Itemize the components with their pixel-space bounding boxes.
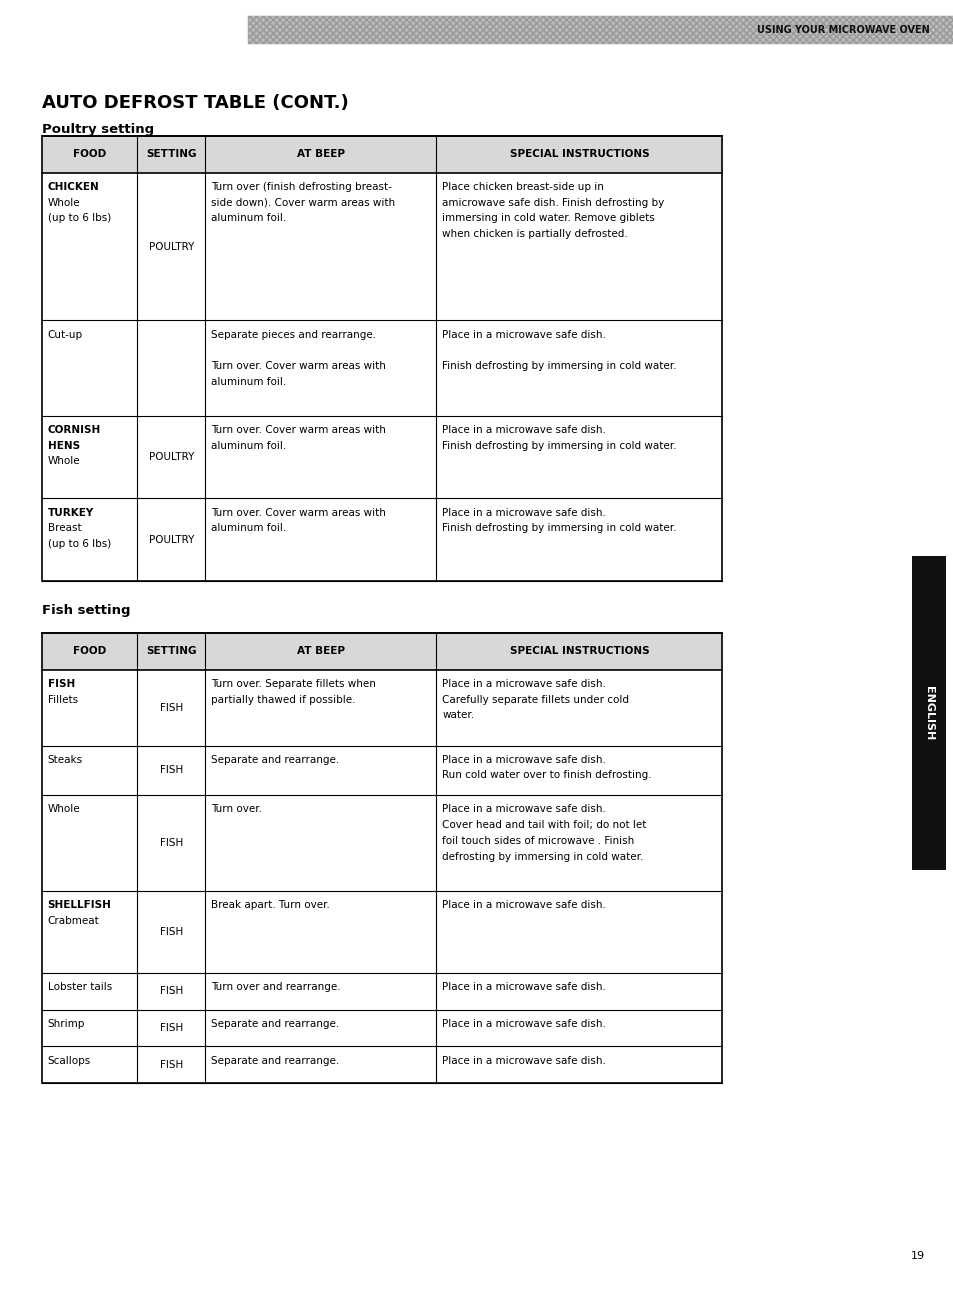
Bar: [42, 633, 721, 670]
Text: POULTRY: POULTRY: [149, 453, 193, 462]
Bar: [42, 633, 721, 1083]
Text: defrosting by immersing in cold water.: defrosting by immersing in cold water.: [442, 852, 643, 862]
Text: amicrowave safe dish. Finish defrosting by: amicrowave safe dish. Finish defrosting …: [442, 198, 664, 208]
Text: SPECIAL INSTRUCTIONS: SPECIAL INSTRUCTIONS: [509, 646, 648, 657]
Text: SPECIAL INSTRUCTIONS: SPECIAL INSTRUCTIONS: [509, 149, 648, 160]
Text: Shrimp: Shrimp: [48, 1019, 85, 1029]
Text: Steaks: Steaks: [48, 755, 83, 765]
Text: Place in a microwave safe dish.: Place in a microwave safe dish.: [442, 900, 605, 910]
Text: Turn over. Separate fillets when: Turn over. Separate fillets when: [211, 679, 375, 689]
Text: Separate and rearrange.: Separate and rearrange.: [211, 1056, 339, 1066]
Text: FISH: FISH: [159, 1059, 183, 1070]
Text: Break apart. Turn over.: Break apart. Turn over.: [211, 900, 330, 910]
Text: POULTRY: POULTRY: [149, 535, 193, 544]
Text: Place in a microwave safe dish.: Place in a microwave safe dish.: [442, 330, 605, 340]
Text: Turn over (finish defrosting breast-: Turn over (finish defrosting breast-: [211, 182, 392, 192]
Text: Turn over.: Turn over.: [211, 804, 262, 815]
Text: USING YOUR MICROWAVE OVEN: USING YOUR MICROWAVE OVEN: [757, 25, 929, 35]
Text: Place in a microwave safe dish.: Place in a microwave safe dish.: [442, 755, 605, 765]
Text: Place in a microwave safe dish.: Place in a microwave safe dish.: [442, 425, 605, 436]
Text: AT BEEP: AT BEEP: [296, 149, 344, 160]
Text: Place in a microwave safe dish.: Place in a microwave safe dish.: [442, 1056, 605, 1066]
Text: FISH: FISH: [159, 765, 183, 776]
Text: FISH: FISH: [48, 679, 75, 689]
Text: Place in a microwave safe dish.: Place in a microwave safe dish.: [442, 804, 605, 815]
Text: Finish defrosting by immersing in cold water.: Finish defrosting by immersing in cold w…: [442, 361, 676, 371]
Text: Separate and rearrange.: Separate and rearrange.: [211, 1019, 339, 1029]
Text: FOOD: FOOD: [72, 149, 106, 160]
Text: SHELLFISH: SHELLFISH: [48, 900, 112, 910]
Text: Separate pieces and rearrange.: Separate pieces and rearrange.: [211, 330, 375, 340]
Text: when chicken is partially defrosted.: when chicken is partially defrosted.: [442, 229, 627, 239]
Text: foil touch sides of microwave . Finish: foil touch sides of microwave . Finish: [442, 836, 634, 846]
Text: Place in a microwave safe dish.: Place in a microwave safe dish.: [442, 982, 605, 993]
Text: FISH: FISH: [159, 838, 183, 848]
Text: Place in a microwave safe dish.: Place in a microwave safe dish.: [442, 508, 605, 518]
Text: HENS: HENS: [48, 441, 80, 451]
Text: Crabmeat: Crabmeat: [48, 916, 99, 926]
Text: aluminum foil.: aluminum foil.: [211, 441, 286, 451]
Text: Cover head and tail with foil; do not let: Cover head and tail with foil; do not le…: [442, 820, 646, 831]
Text: immersing in cold water. Remove giblets: immersing in cold water. Remove giblets: [442, 213, 655, 224]
Bar: [248, 16, 953, 44]
Text: FISH: FISH: [159, 927, 183, 937]
Text: partially thawed if possible.: partially thawed if possible.: [211, 695, 355, 705]
Text: Place chicken breast-side up in: Place chicken breast-side up in: [442, 182, 603, 192]
Text: Place in a microwave safe dish.: Place in a microwave safe dish.: [442, 1019, 605, 1029]
Text: ENGLISH: ENGLISH: [923, 685, 933, 740]
Text: Lobster tails: Lobster tails: [48, 982, 112, 993]
Text: (up to 6 lbs): (up to 6 lbs): [48, 539, 111, 549]
Text: SETTING: SETTING: [146, 149, 196, 160]
Text: water.: water.: [442, 710, 474, 721]
Bar: [248, 16, 953, 44]
Text: aluminum foil.: aluminum foil.: [211, 523, 286, 534]
Text: AUTO DEFROST TABLE (CONT.): AUTO DEFROST TABLE (CONT.): [42, 94, 349, 112]
Text: 19: 19: [910, 1250, 924, 1261]
Text: Run cold water over to finish defrosting.: Run cold water over to finish defrosting…: [442, 770, 651, 781]
Text: Turn over. Cover warm areas with: Turn over. Cover warm areas with: [211, 361, 385, 371]
Text: AT BEEP: AT BEEP: [296, 646, 344, 657]
Text: Fillets: Fillets: [48, 695, 78, 705]
Text: aluminum foil.: aluminum foil.: [211, 377, 286, 387]
Text: Carefully separate fillets under cold: Carefully separate fillets under cold: [442, 695, 629, 705]
Text: CHICKEN: CHICKEN: [48, 182, 99, 192]
Text: FISH: FISH: [159, 702, 183, 713]
Text: aluminum foil.: aluminum foil.: [211, 213, 286, 224]
Text: Place in a microwave safe dish.: Place in a microwave safe dish.: [442, 679, 605, 689]
Text: CORNISH: CORNISH: [48, 425, 101, 436]
Text: Whole: Whole: [48, 804, 80, 815]
Bar: [42, 136, 721, 581]
Text: Breast: Breast: [48, 523, 81, 534]
Text: Scallops: Scallops: [48, 1056, 91, 1066]
Text: side down). Cover warm areas with: side down). Cover warm areas with: [211, 198, 395, 208]
Text: Cut-up: Cut-up: [48, 330, 83, 340]
Text: POULTRY: POULTRY: [149, 242, 193, 251]
Bar: [42, 136, 721, 173]
Text: Fish setting: Fish setting: [42, 604, 131, 617]
Text: FISH: FISH: [159, 1023, 183, 1033]
Text: Finish defrosting by immersing in cold water.: Finish defrosting by immersing in cold w…: [442, 441, 676, 451]
Text: Separate and rearrange.: Separate and rearrange.: [211, 755, 339, 765]
Bar: [911, 556, 945, 870]
Text: Turn over. Cover warm areas with: Turn over. Cover warm areas with: [211, 425, 385, 436]
Text: TURKEY: TURKEY: [48, 508, 93, 518]
Text: (up to 6 lbs): (up to 6 lbs): [48, 213, 111, 224]
Text: Whole: Whole: [48, 198, 80, 208]
Text: Poultry setting: Poultry setting: [42, 123, 154, 136]
Text: Turn over and rearrange.: Turn over and rearrange.: [211, 982, 340, 993]
Text: FISH: FISH: [159, 986, 183, 997]
Text: Turn over. Cover warm areas with: Turn over. Cover warm areas with: [211, 508, 385, 518]
Text: SETTING: SETTING: [146, 646, 196, 657]
Text: Finish defrosting by immersing in cold water.: Finish defrosting by immersing in cold w…: [442, 523, 676, 534]
Text: FOOD: FOOD: [72, 646, 106, 657]
Text: Whole: Whole: [48, 456, 80, 467]
